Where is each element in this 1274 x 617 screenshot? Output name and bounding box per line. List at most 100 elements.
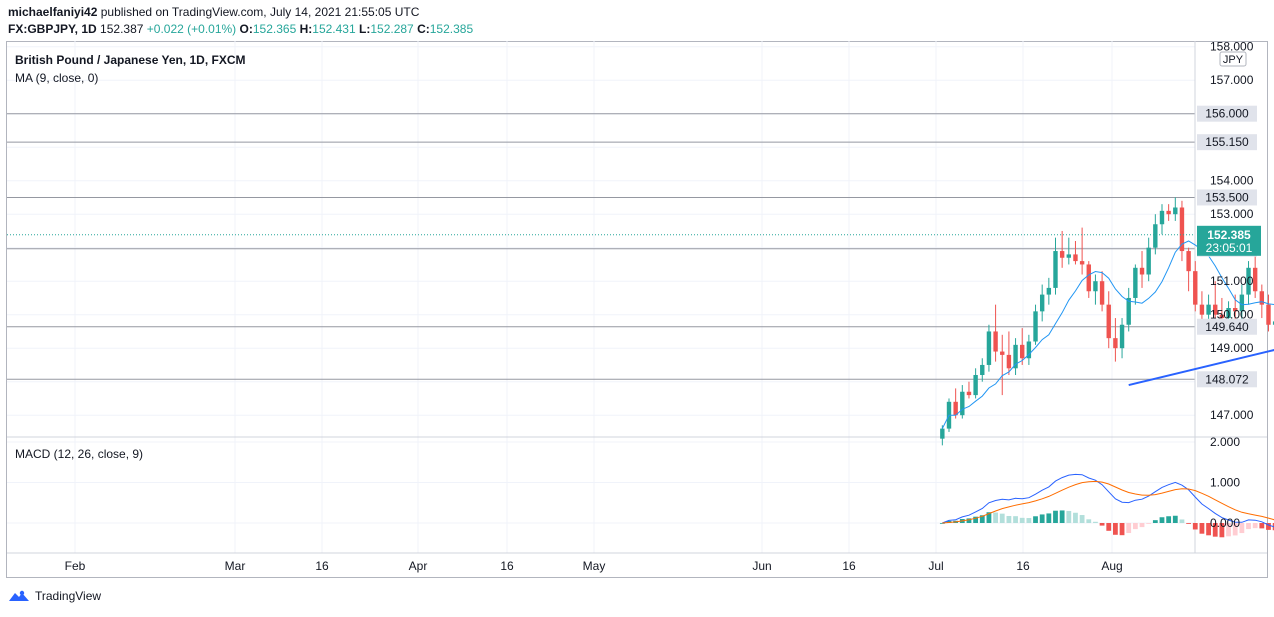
level-badge-label: 156.000 [1205, 107, 1249, 121]
candle-body [940, 428, 945, 439]
currency-badge [1219, 51, 1247, 67]
candle-body [1033, 311, 1038, 342]
time-tick-label: Mar [225, 559, 246, 573]
candle [1166, 204, 1171, 221]
level-badge-label: 153.500 [1205, 190, 1249, 204]
ma-legend[interactable]: MA (9, close, 0) [15, 71, 99, 85]
candle-body [1139, 267, 1145, 275]
candle-body [953, 401, 958, 416]
trendlines [1128, 349, 1274, 387]
candle [993, 304, 998, 362]
macd-bar [966, 518, 972, 523]
macd-bar [1039, 514, 1045, 523]
macd-bar [1239, 523, 1245, 534]
countdown-label: 23:05:01 [1206, 241, 1253, 255]
macd-bar [1179, 519, 1185, 523]
candle-body [1219, 314, 1225, 319]
level-badge [1197, 134, 1257, 151]
macd-bar [1033, 516, 1038, 523]
macd-bar [979, 515, 985, 523]
candle-body [1053, 251, 1058, 288]
macd-bar [1246, 523, 1251, 530]
candle-body [1173, 207, 1178, 215]
macd-bar [1139, 523, 1145, 528]
candle-body [1000, 351, 1005, 355]
time-tick-label: Aug [1101, 559, 1122, 573]
candle [1073, 241, 1078, 265]
trendline [1128, 349, 1274, 387]
last-price-badge [1197, 225, 1261, 256]
macd-bar [1146, 523, 1152, 524]
macd-bar [1026, 518, 1032, 523]
candle [1086, 261, 1091, 298]
macd-bar [1013, 516, 1018, 523]
macd-bar [1252, 523, 1258, 529]
candle-body [1039, 294, 1045, 312]
footer[interactable]: TradingView [8, 589, 101, 603]
candle [1026, 334, 1032, 365]
candle [1146, 237, 1151, 282]
macd-bar [1073, 512, 1078, 523]
candle [1033, 304, 1038, 345]
candle [1139, 251, 1145, 288]
candle [1053, 237, 1058, 295]
macd-bar [1046, 513, 1052, 523]
candle-body [1133, 267, 1138, 298]
candle-body [1233, 308, 1238, 312]
macd-bar [1006, 515, 1012, 523]
macd-bar [1019, 517, 1025, 523]
high-label: H: [299, 22, 313, 36]
candle-body [1093, 281, 1098, 292]
candle [1000, 334, 1005, 396]
candle [1173, 197, 1178, 221]
candle-body [1106, 304, 1111, 339]
candle-body [1020, 344, 1025, 359]
candle [1039, 284, 1045, 322]
candle-body [1079, 261, 1085, 265]
macd-bar [1206, 523, 1211, 536]
candle [1272, 321, 1274, 325]
candle-body [1099, 281, 1105, 305]
candle [1059, 230, 1065, 268]
open-value: 152.365 [252, 22, 297, 36]
macd-tick-label: 1.000 [1210, 476, 1240, 490]
macd-bar [1079, 515, 1085, 523]
price-tick-label: 150.000 [1210, 308, 1254, 322]
chart-title: British Pound / Japanese Yen, 1D, FXCM [15, 53, 246, 67]
candle [1159, 204, 1165, 235]
close-value: 152.385 [429, 22, 474, 36]
low-label: L: [359, 22, 371, 36]
macd-line [942, 473, 1274, 528]
macd-bar [1053, 510, 1058, 523]
candle-body [993, 331, 998, 352]
macd-bar [1059, 510, 1065, 523]
macd-bar [1112, 523, 1118, 535]
currency-label: JPY [1223, 54, 1244, 66]
author: michaelfaniyi42 [8, 5, 98, 19]
time-tick-label: 16 [315, 559, 329, 573]
candle-body [1166, 210, 1171, 215]
ohlc-info: FX:GBPJPY, 1D 152.387 +0.022 (+0.01%) O:… [8, 22, 473, 36]
price-tick-label: 157.000 [1210, 73, 1254, 87]
candle [1079, 227, 1085, 275]
level-badge-label: 149.640 [1205, 320, 1249, 334]
candle [1213, 281, 1218, 319]
macd-bar [999, 513, 1005, 523]
macd-bar [1232, 523, 1238, 536]
macd-legend[interactable]: MACD (12, 26, close, 9) [15, 447, 144, 461]
price-tick-label: 147.000 [1210, 408, 1254, 422]
candle [1246, 261, 1251, 305]
macd-bar [1226, 523, 1231, 537]
candle-body [1213, 304, 1218, 315]
macd-bar [1132, 523, 1138, 530]
macd-bar [1199, 523, 1205, 534]
macd-bar [973, 516, 979, 523]
level-badge [1197, 371, 1257, 388]
candle-body [1059, 251, 1065, 258]
candle-body [1246, 267, 1251, 295]
time-axis: Feb Mar 16 Apr 16 May Jun 16 Jul 16 Aug [65, 559, 1123, 573]
signal-line [942, 480, 1274, 524]
open-label: O: [239, 22, 253, 36]
candle [1020, 328, 1025, 365]
